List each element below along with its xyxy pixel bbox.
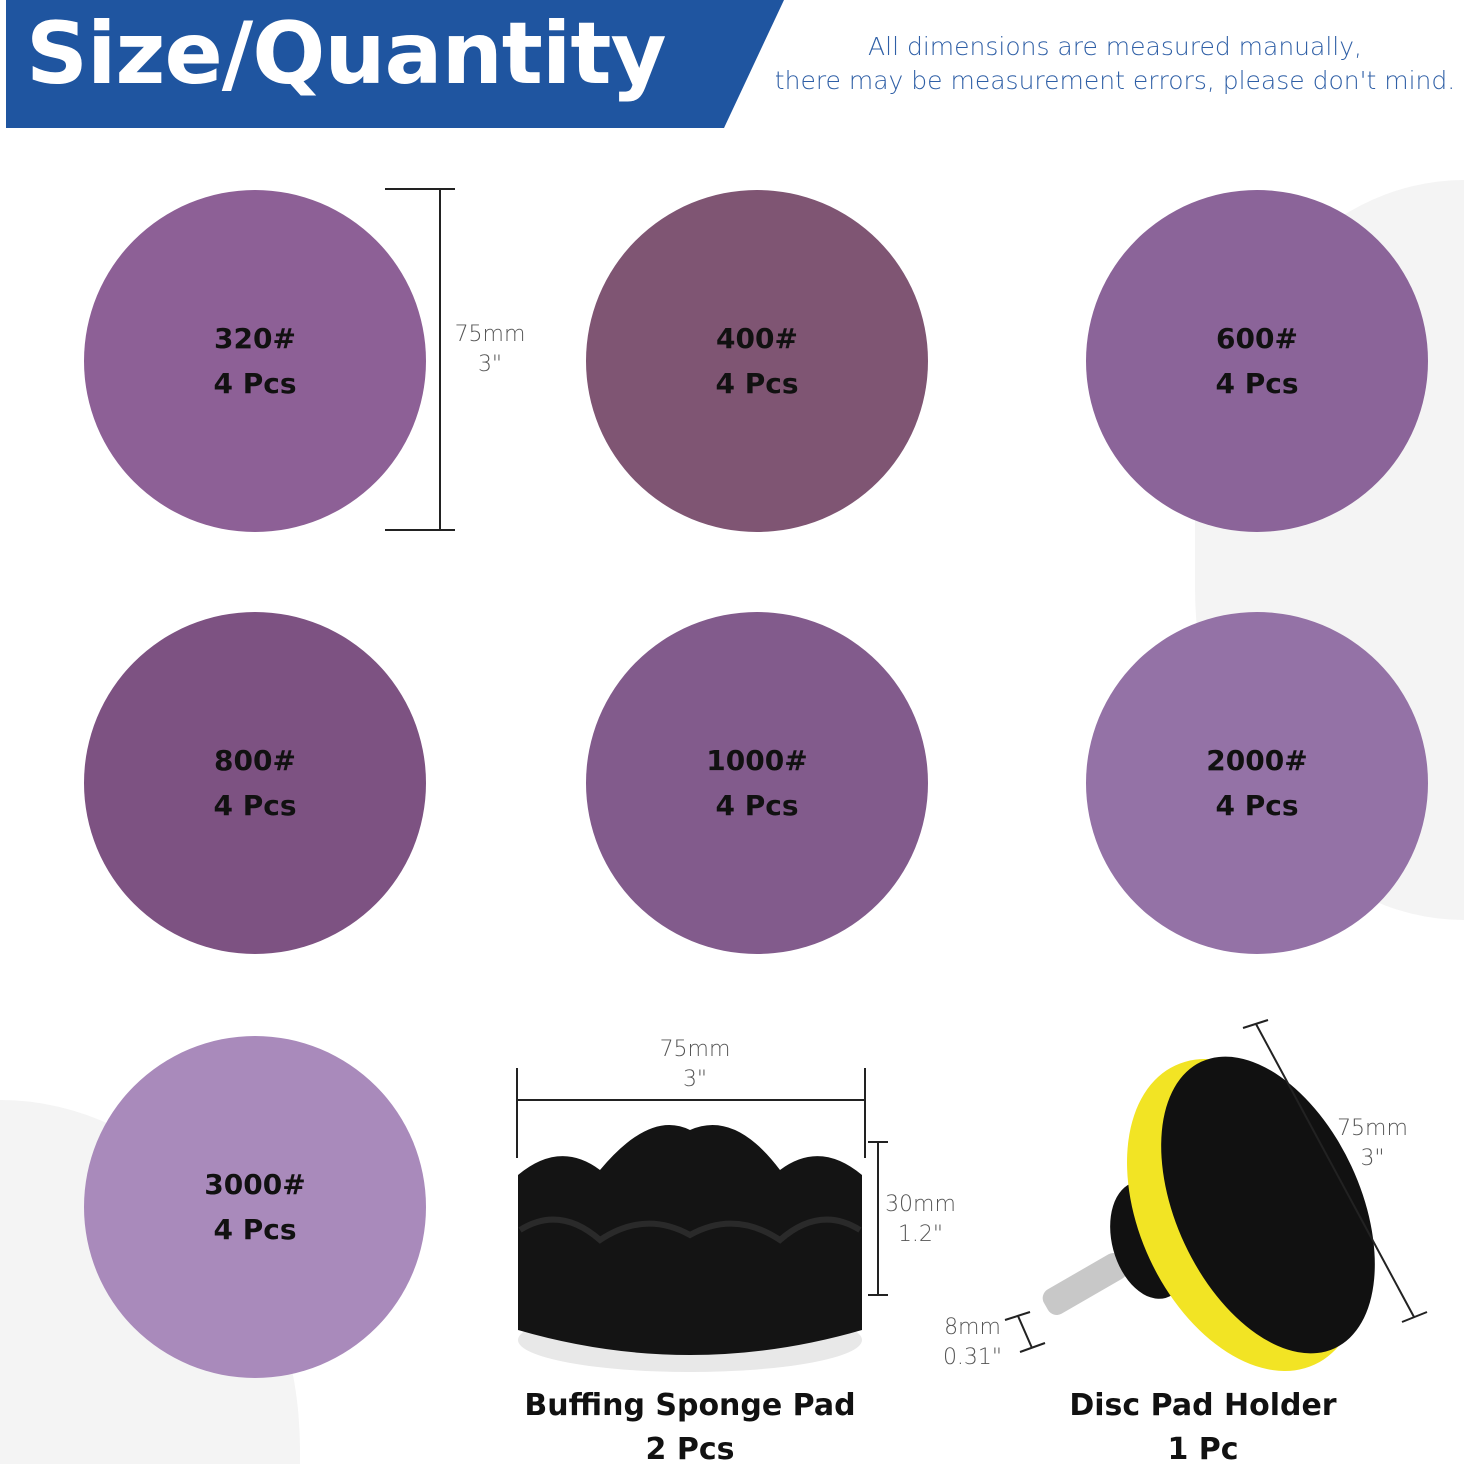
holder-diameter-label: 75mm 3"	[1330, 1114, 1415, 1174]
dim-inch: 0.31"	[942, 1345, 1003, 1370]
page-title: Size/Quantity	[26, 4, 667, 104]
qty-label: 4 Pcs	[1215, 789, 1299, 822]
disc-dimension-label: 75mm 3"	[450, 320, 530, 380]
grit-label: 320#	[214, 322, 296, 355]
product-name: Buffing Sponge Pad	[524, 1388, 856, 1423]
sanding-disc-1000: 1000# 4 Pcs	[586, 612, 928, 954]
disc-holder-image	[1042, 1056, 1375, 1371]
dim-mm: 75mm	[659, 1037, 731, 1062]
dim-mm: 75mm	[1337, 1116, 1408, 1141]
grit-label: 1000#	[706, 744, 808, 777]
sanding-disc-3000: 3000# 4 Pcs	[84, 1036, 426, 1378]
holder-label: Disc Pad Holder 1 Pc	[1003, 1384, 1403, 1472]
product-qty: 1 Pc	[1167, 1432, 1239, 1467]
holder-dimension-lines	[1004, 1019, 1428, 1353]
dim-mm: 30mm	[885, 1192, 956, 1217]
qty-label: 4 Pcs	[213, 367, 297, 400]
grit-label: 800#	[214, 744, 296, 777]
header-banner	[6, 0, 784, 128]
qty-label: 4 Pcs	[715, 367, 799, 400]
grit-label: 3000#	[204, 1168, 306, 1201]
qty-label: 4 Pcs	[715, 789, 799, 822]
sanding-disc-320: 320# 4 Pcs	[84, 190, 426, 532]
sponge-dimension-lines	[516, 1068, 888, 1296]
qty-label: 4 Pcs	[213, 1213, 297, 1246]
dim-inch: 3"	[1360, 1146, 1385, 1171]
buffing-sponge-image	[518, 1125, 862, 1372]
dim-mm: 8mm	[944, 1315, 1001, 1340]
sponge-label: Buffing Sponge Pad 2 Pcs	[490, 1384, 890, 1472]
product-name: Disc Pad Holder	[1069, 1388, 1337, 1423]
holder-shank-label: 8mm 0.31"	[935, 1313, 1010, 1373]
dim-inch: 1.2"	[897, 1222, 944, 1247]
qty-label: 4 Pcs	[213, 789, 297, 822]
note-line: All dimensions are measured manually,	[868, 32, 1362, 61]
sanding-disc-2000: 2000# 4 Pcs	[1086, 612, 1428, 954]
grit-label: 600#	[1216, 322, 1298, 355]
measurement-note: All dimensions are measured manually, the…	[770, 30, 1460, 98]
dim-mm: 75mm	[454, 322, 526, 347]
grit-label: 400#	[716, 322, 798, 355]
note-line: there may be measurement errors, please …	[774, 66, 1456, 95]
qty-label: 4 Pcs	[1215, 367, 1299, 400]
disc-dimension-line	[385, 188, 455, 531]
grit-label: 2000#	[1206, 744, 1308, 777]
sanding-disc-800: 800# 4 Pcs	[84, 612, 426, 954]
dim-inch: 3"	[477, 352, 503, 377]
sponge-height-label: 30mm 1.2"	[878, 1190, 963, 1250]
sanding-disc-600: 600# 4 Pcs	[1086, 190, 1428, 532]
product-qty: 2 Pcs	[645, 1432, 735, 1467]
sanding-disc-400: 400# 4 Pcs	[586, 190, 928, 532]
sponge-width-label: 75mm 3"	[650, 1035, 740, 1095]
dim-inch: 3"	[682, 1067, 708, 1092]
